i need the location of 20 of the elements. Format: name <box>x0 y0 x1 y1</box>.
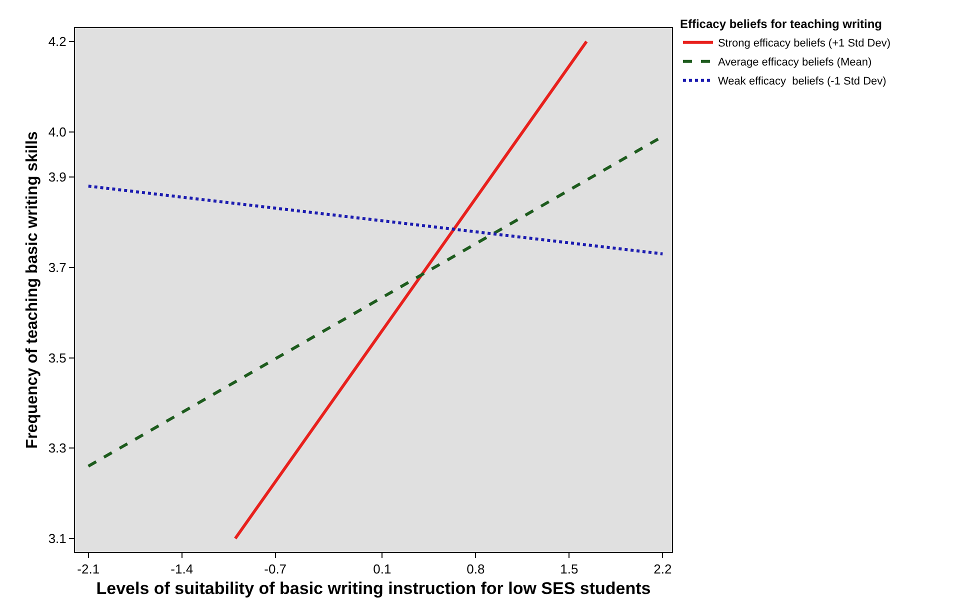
x-tick-label: 1.5 <box>560 562 578 577</box>
y-tick-label: 3.9 <box>48 170 66 185</box>
y-axis-title: Frequency of teaching basic writing skills <box>24 131 42 449</box>
x-axis-title: Levels of suitability of basic writing instruction for low SES students <box>96 579 651 598</box>
y-tick-label: 3.3 <box>48 440 66 456</box>
y-tick-label: 4.0 <box>48 124 66 140</box>
y-tick-label: 4.2 <box>48 34 66 50</box>
x-tick-label: -0.7 <box>264 562 287 577</box>
legend-label: Strong efficacy beliefs (+1 Std Dev) <box>718 38 890 50</box>
x-tick-label: 2.2 <box>654 562 672 577</box>
x-tick-label: 0.8 <box>466 562 485 577</box>
y-tick-label: 3.5 <box>48 350 66 366</box>
y-tick-label: 3.1 <box>48 531 66 546</box>
x-tick-label: 0.1 <box>373 562 392 577</box>
legend-label: Average efficacy beliefs (Mean) <box>718 56 872 69</box>
legend-label: Weak efficacy beliefs (-1 Std Dev) <box>718 76 886 88</box>
x-tick-label: -2.1 <box>77 562 100 577</box>
y-tick-label: 3.7 <box>48 260 66 275</box>
legend-title: Efficacy beliefs for teaching writing <box>680 16 882 31</box>
x-tick-label: -1.4 <box>170 562 194 577</box>
